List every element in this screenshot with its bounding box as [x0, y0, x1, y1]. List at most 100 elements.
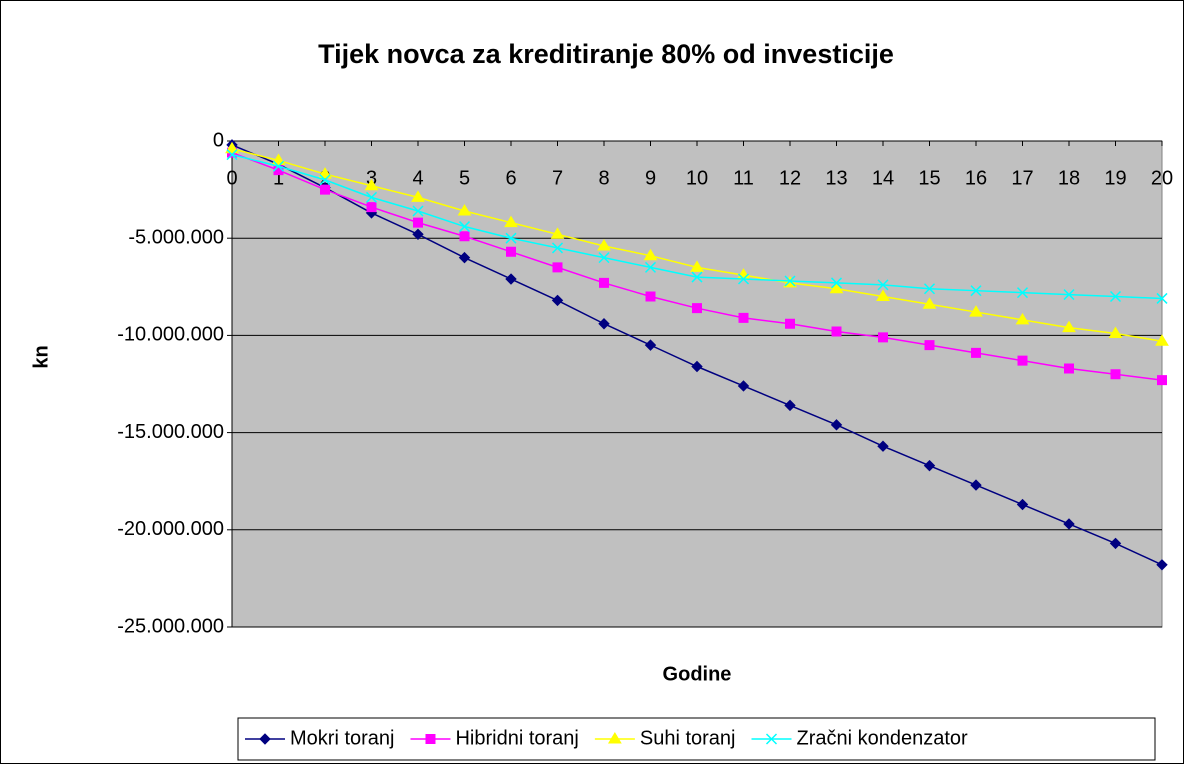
- point: [784, 275, 796, 287]
- x-tick-label: 18: [1058, 167, 1080, 189]
- point: [877, 279, 889, 291]
- point: [551, 242, 564, 254]
- x-tick-label: 11: [733, 167, 754, 189]
- point: [830, 277, 843, 289]
- point: [318, 167, 332, 179]
- point: [784, 399, 796, 412]
- point: [644, 339, 657, 351]
- y-tick-label: 0: [213, 129, 224, 151]
- legend-marker: [425, 734, 436, 744]
- point: [458, 251, 471, 264]
- point: [413, 217, 423, 228]
- point: [643, 248, 658, 261]
- point: [785, 318, 795, 329]
- legend-label: Suhi toranj: [640, 727, 736, 749]
- y-tick-label: -25.000.000: [117, 615, 224, 637]
- legend-label: Hibridni toranj: [455, 727, 578, 749]
- point: [412, 205, 424, 217]
- point: [1109, 537, 1122, 550]
- y-tick-label: -10.000.000: [117, 324, 224, 346]
- point: [1156, 559, 1168, 571]
- point: [272, 160, 285, 172]
- x-tick-label: 3: [366, 167, 377, 189]
- point: [459, 231, 470, 242]
- point: [737, 273, 750, 285]
- y-tick-label: -5.000.000: [128, 226, 224, 248]
- legend-marker: [259, 733, 271, 745]
- point: [364, 178, 379, 191]
- x-tick-label: 12: [779, 167, 801, 189]
- x-tick-label: 5: [459, 167, 470, 189]
- point: [1063, 289, 1075, 301]
- point: [271, 153, 286, 165]
- point: [971, 347, 981, 358]
- x-tick-label: 16: [965, 167, 987, 189]
- point: [1017, 355, 1028, 366]
- point: [1110, 369, 1121, 380]
- point: [1157, 375, 1167, 386]
- point: [830, 419, 843, 431]
- point: [412, 228, 424, 241]
- point: [829, 281, 844, 294]
- point: [878, 332, 888, 343]
- x-tick-label: 15: [918, 167, 940, 189]
- point: [550, 227, 565, 239]
- point: [1064, 363, 1074, 374]
- x-tick-label: 8: [598, 167, 609, 189]
- x-tick-label: 19: [1104, 167, 1126, 189]
- x-tick-label: 6: [505, 167, 516, 189]
- x-tick-label: 9: [645, 167, 656, 189]
- point: [458, 221, 471, 233]
- y-axis-label: kn: [30, 345, 52, 368]
- point: [505, 232, 517, 244]
- point: [876, 289, 890, 302]
- point: [225, 141, 239, 154]
- point: [923, 459, 936, 472]
- y-tick-label: -20.000.000: [117, 518, 224, 540]
- legend-label: Zračni kondenzator: [797, 727, 969, 749]
- point: [597, 239, 611, 251]
- point: [1016, 287, 1029, 299]
- point: [690, 260, 704, 272]
- point: [457, 204, 472, 216]
- point: [1108, 326, 1123, 338]
- point: [1063, 518, 1075, 530]
- point: [738, 312, 749, 323]
- point: [1016, 498, 1029, 511]
- chart-title: Tijek novca za kreditiranje 80% od inves…: [318, 39, 894, 69]
- point: [1062, 320, 1076, 333]
- point: [504, 215, 518, 228]
- point: [645, 291, 656, 302]
- point: [922, 297, 937, 309]
- point: [644, 261, 657, 273]
- point: [1109, 290, 1122, 303]
- plot-area: [231, 140, 1163, 628]
- legend-label: Mokri toranj: [290, 727, 394, 749]
- x-tick-label: 0: [226, 167, 237, 189]
- point: [692, 303, 702, 314]
- x-tick-label: 17: [1011, 167, 1033, 189]
- point: [691, 360, 703, 373]
- x-tick-label: 14: [872, 167, 894, 189]
- point: [923, 283, 936, 295]
- point: [226, 149, 238, 161]
- point: [366, 202, 377, 213]
- point: [737, 380, 750, 392]
- point: [877, 440, 889, 452]
- x-tick-label: 1: [273, 167, 284, 189]
- x-tick-label: 7: [552, 167, 563, 189]
- point: [599, 277, 609, 288]
- legend-marker: [607, 732, 622, 744]
- x-tick-label: 10: [686, 167, 708, 189]
- point: [691, 271, 703, 283]
- point: [598, 252, 610, 264]
- point: [970, 285, 982, 297]
- point: [319, 174, 331, 186]
- x-tick-label: 4: [412, 167, 423, 189]
- x-tick-label: 13: [825, 167, 847, 189]
- point: [506, 246, 516, 257]
- point: [411, 190, 425, 202]
- point: [1156, 292, 1168, 304]
